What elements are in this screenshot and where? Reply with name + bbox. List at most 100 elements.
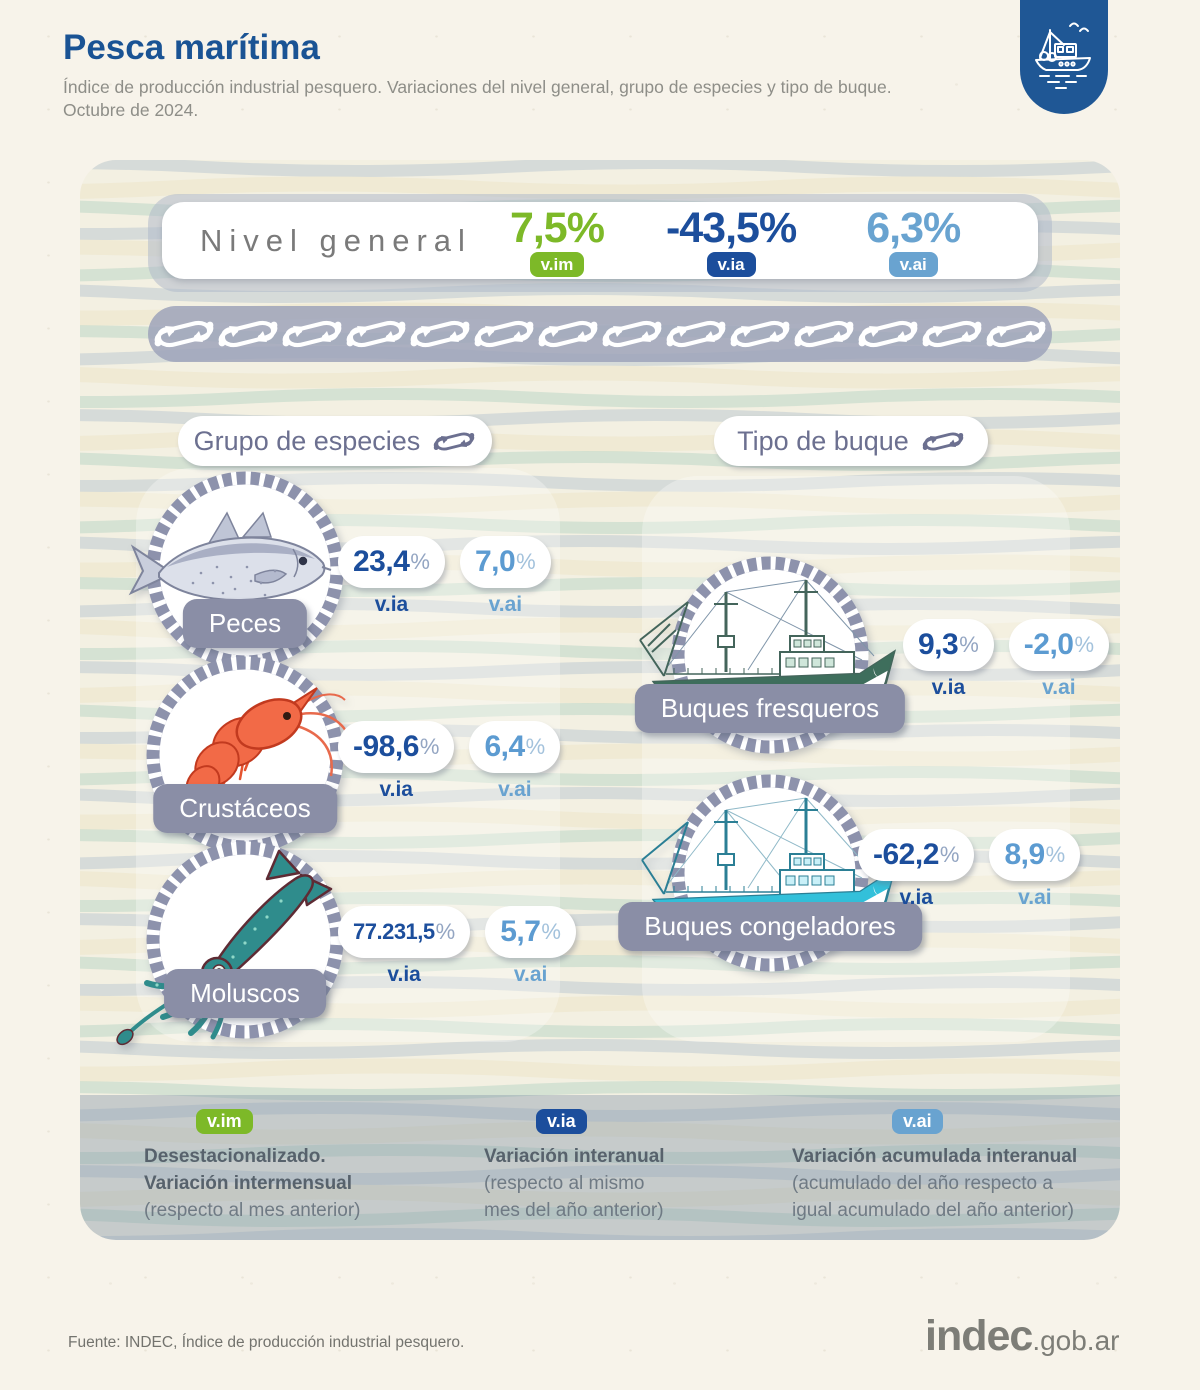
peces-via-value: 23,4	[353, 545, 410, 578]
legend-vai: v.ai Variación acumulada interanual (acu…	[792, 1109, 1077, 1224]
fishing-boat-icon	[1035, 22, 1091, 89]
legend-vim-line: Desestacionalizado.	[144, 1146, 326, 1167]
fresher-vessel-illustration	[639, 556, 897, 754]
section-vessels-title: Tipo de buque	[737, 425, 909, 456]
percent-sign: %	[1074, 632, 1095, 657]
via-value: -43,5%	[665, 204, 797, 252]
vim-value: 7,5%	[509, 204, 605, 252]
medallion-peces: Peces	[105, 455, 385, 685]
label-crustaceos: Crustáceos	[153, 784, 337, 833]
via-tag-label: v.ia	[387, 963, 421, 986]
percent-sign: %	[939, 842, 960, 867]
legend-vim: v.im Desestacionalizado. Variación inter…	[144, 1109, 360, 1224]
legend-vim-tag: v.im	[196, 1109, 253, 1134]
label-moluscos: Moluscos	[164, 969, 326, 1018]
moluscos-vai-value: 5,7	[500, 915, 541, 948]
vai-tag: v.ai	[888, 252, 938, 277]
moluscos-via-value: 77.231,5	[353, 919, 435, 944]
label-buques-congeladores: Buques congeladores	[618, 902, 922, 951]
percent-sign: %	[1045, 842, 1066, 867]
medallion-buques-fresqueros: Buques fresqueros	[630, 540, 910, 770]
badges-buques-fresqueros: 9,3% v.ia -2,0% v.ai	[903, 619, 1110, 700]
congeladores-vai-value: 8,9	[1004, 838, 1045, 871]
via-tag-label: v.ia	[899, 886, 933, 909]
legend-vai-line: (acumulado del año respecto a	[792, 1173, 1053, 1194]
indec-logo-text: indec	[925, 1312, 1033, 1360]
via-tag: v.ia	[706, 252, 756, 277]
subtitle-line1: Índice de producción industrial pesquero…	[63, 77, 892, 97]
main-panel: Nivel general 7,5% v.im -43,5% v.ia 6,3%…	[80, 160, 1120, 1240]
crustaceos-vai-badge: 6,4%	[469, 721, 561, 773]
medallion-moluscos: Moluscos	[105, 825, 385, 1055]
percent-sign: %	[410, 549, 430, 574]
indec-logo: indec .gob.ar	[925, 1312, 1119, 1361]
legend-via-line: (respecto al mismo	[484, 1173, 645, 1194]
legend-vim-line: (respecto al mes anterior)	[144, 1200, 361, 1221]
crustaceos-vai-value: 6,4	[484, 730, 525, 763]
legend-vim-line: Variación intermensual	[144, 1173, 353, 1194]
fresqueros-vai-value: -2,0	[1023, 628, 1074, 661]
vai-tag-label: v.ai	[1042, 676, 1076, 699]
congeladores-via-value: -62,2	[873, 838, 939, 871]
legend-vai-tag: v.ai	[892, 1109, 943, 1134]
crustaceos-via-value: -98,6	[353, 730, 419, 763]
legend-via-line: mes del año anterior)	[484, 1200, 664, 1221]
legend-band: v.im Desestacionalizado. Variación inter…	[80, 1095, 1120, 1240]
percent-sign: %	[959, 632, 979, 657]
legend-vai-line: Variación acumulada interanual	[792, 1146, 1078, 1167]
vai-tag-label: v.ai	[1018, 886, 1052, 909]
vai-value: 6,3%	[866, 204, 961, 252]
peces-vai-value: 7,0	[474, 545, 516, 578]
peces-vai-badge: 7,0%	[459, 536, 551, 588]
source-note: Fuente: INDEC, Índice de producción indu…	[68, 1334, 465, 1351]
section-species-title: Grupo de especies	[193, 425, 421, 456]
via-tag-label: v.ia	[379, 778, 413, 801]
peces-via-badge: 23,4%	[338, 536, 445, 588]
crustaceos-via-badge: -98,6%	[338, 721, 455, 773]
legend-via-line: Variación interanual	[484, 1146, 665, 1167]
moluscos-vai-badge: 5,7%	[485, 906, 576, 958]
badges-peces: 23,4% v.ia 7,0% v.ai	[338, 536, 551, 617]
page-title: Pesca marítima	[63, 28, 320, 67]
label-peces: Peces	[182, 599, 308, 648]
nivel-general-vim: 7,5% v.im	[509, 204, 605, 277]
hook-icon	[921, 431, 965, 451]
vai-tag-label: v.ai	[488, 593, 523, 616]
via-tag-label: v.ia	[931, 676, 966, 699]
indec-logo-suffix: .gob.ar	[1032, 1325, 1120, 1356]
congeladores-via-badge: -62,2%	[858, 829, 975, 881]
fresqueros-via-value: 9,3	[918, 628, 959, 661]
fresqueros-via-badge: 9,3%	[903, 619, 994, 671]
badges-buques-congeladores: -62,2% v.ia 8,9% v.ai	[858, 829, 1081, 910]
section-header-vessels: Tipo de buque	[714, 416, 988, 466]
vai-tag-label: v.ai	[498, 778, 532, 801]
nivel-general-banner: Nivel general 7,5% v.im -43,5% v.ia 6,3%…	[148, 194, 1052, 292]
nivel-general-vai: 6,3% v.ai	[866, 204, 961, 277]
congeladores-vai-badge: 8,9%	[989, 829, 1081, 881]
hook-icon	[432, 431, 476, 451]
medallion-crustaceos: Crustáceos	[105, 640, 385, 870]
legend-vai-line: igual acumulado del año anterior)	[792, 1200, 1075, 1221]
percent-sign: %	[419, 734, 440, 759]
legend-via: v.ia Variación interanual (respecto al m…	[484, 1109, 665, 1224]
percent-sign: %	[516, 549, 536, 574]
section-header-species: Grupo de especies	[178, 416, 492, 466]
medallion-buques-congeladores: Buques congeladores	[618, 758, 922, 988]
nivel-general-card: Nivel general 7,5% v.im -43,5% v.ia 6,3%…	[162, 202, 1038, 279]
hooks-pattern-icon	[148, 306, 1052, 362]
via-tag-label: v.ia	[374, 593, 409, 616]
percent-sign: %	[435, 919, 456, 944]
percent-sign: %	[541, 919, 561, 944]
subtitle-line2: Octubre de 2024.	[63, 100, 199, 120]
vim-tag: v.im	[529, 252, 585, 277]
hooks-divider-band	[148, 306, 1052, 362]
nivel-general-via: -43,5% v.ia	[665, 204, 797, 277]
label-buques-fresqueros: Buques fresqueros	[634, 684, 906, 733]
nivel-general-label: Nivel general	[200, 222, 472, 258]
percent-sign: %	[525, 734, 546, 759]
badges-moluscos: 77.231,5% v.ia 5,7% v.ai	[338, 906, 576, 987]
badges-crustaceos: -98,6% v.ia 6,4% v.ai	[338, 721, 561, 802]
legend-via-tag: v.ia	[536, 1109, 587, 1134]
fishing-boat-logo	[1020, 0, 1108, 114]
